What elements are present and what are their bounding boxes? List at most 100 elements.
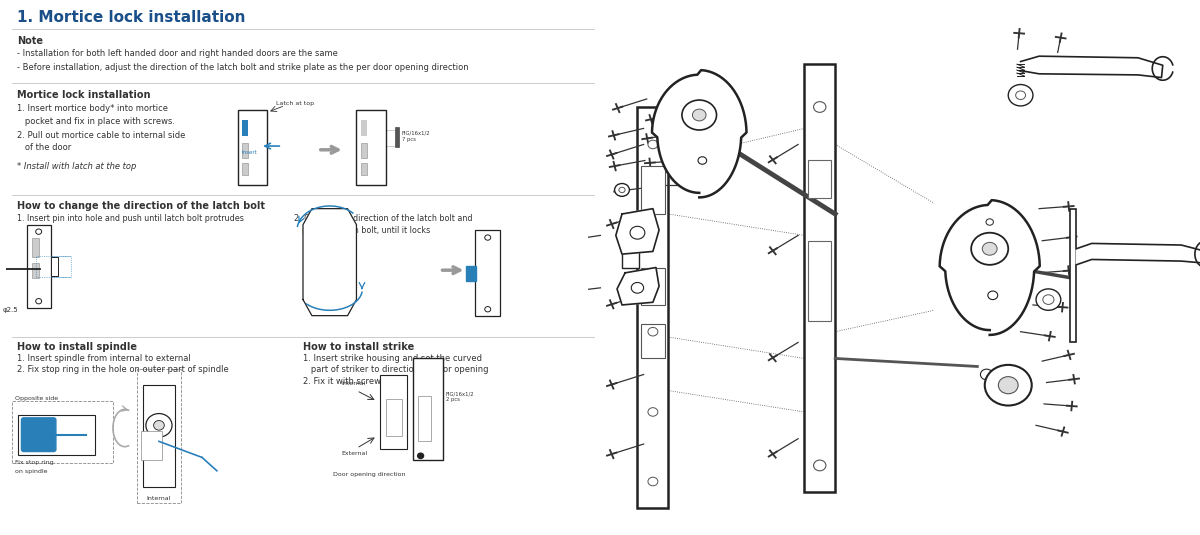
Circle shape [682,100,716,130]
Polygon shape [1020,56,1163,78]
Text: 1. Insert pin into hole and push until latch bolt protrudes: 1. Insert pin into hole and push until l… [17,214,244,223]
Bar [31,238,38,257]
Circle shape [154,421,164,430]
Bar [466,266,476,281]
Text: Internal: Internal [146,496,172,501]
Bar [12,401,113,463]
Circle shape [648,140,658,149]
Circle shape [814,102,826,112]
Text: 1. Insert spindle from internal to external: 1. Insert spindle from internal to exter… [17,354,191,363]
Bar [641,268,665,305]
Bar [31,263,38,278]
Circle shape [630,226,644,239]
Text: Latch at top: Latch at top [276,102,314,106]
Text: Insert: Insert [242,150,258,155]
Text: - Installation for both left handed door and right handed doors are the same: - Installation for both left handed door… [17,49,337,58]
Circle shape [986,219,994,225]
Circle shape [631,282,643,293]
Bar [637,107,668,508]
Circle shape [998,377,1018,394]
Circle shape [146,414,172,437]
Bar [385,399,402,436]
Polygon shape [940,200,1039,335]
Circle shape [36,299,42,304]
Circle shape [1036,289,1061,310]
Circle shape [814,460,826,471]
Circle shape [648,408,658,416]
Text: How to install spindle: How to install spindle [17,342,137,353]
Circle shape [648,477,658,486]
FancyBboxPatch shape [22,418,56,452]
Text: Door opening direction: Door opening direction [332,472,406,477]
Bar [808,160,832,198]
Polygon shape [652,70,746,197]
Circle shape [36,229,42,234]
Bar [242,120,248,136]
Text: 2. Fix stop ring in the hole on outer part of spindle: 2. Fix stop ring in the hole on outer pa… [17,365,228,374]
Text: Fix stop ring: Fix stop ring [14,461,54,465]
Bar [238,110,268,185]
Text: - Before installation, adjust the direction of the latch bolt and strike plate a: - Before installation, adjust the direct… [17,63,468,72]
Circle shape [698,157,707,164]
Bar [641,166,665,214]
Bar [641,324,665,358]
Circle shape [648,327,658,336]
Bar [142,431,162,460]
Text: 2. Fix it with screws: 2. Fix it with screws [302,377,385,386]
Bar [395,127,398,147]
Bar [242,143,248,158]
Bar [26,225,50,308]
Bar [361,143,367,158]
Text: of the door: of the door [17,143,71,152]
Circle shape [985,365,1032,406]
Bar [361,163,367,175]
Text: 2. Change the direction of the latch bolt and: 2. Change the direction of the latch bol… [294,214,473,223]
Bar [1070,209,1076,342]
Bar [50,257,58,276]
Polygon shape [1076,243,1200,265]
Bar [380,374,407,449]
Bar [418,396,431,441]
Text: Note: Note [17,36,43,47]
Text: How to install strike: How to install strike [302,342,414,353]
Text: FIG/16x1/2
7 pcs: FIG/16x1/2 7 pcs [402,131,431,142]
Circle shape [1043,295,1054,304]
Circle shape [971,233,1008,265]
Text: Internal: Internal [342,381,366,386]
Circle shape [485,235,491,240]
Text: pocket and fix in place with screws.: pocket and fix in place with screws. [17,117,175,126]
Text: 1. Mortice lock installation: 1. Mortice lock installation [17,10,245,25]
Circle shape [1015,91,1026,100]
Text: * Install with latch at the top: * Install with latch at the top [17,162,136,171]
Bar [804,64,835,492]
Circle shape [485,307,491,312]
Bar [36,256,71,277]
Text: 1. Insert strike housing and set the curved: 1. Insert strike housing and set the cur… [302,354,482,363]
Bar [137,369,181,503]
Text: part of striker to direction of door opening: part of striker to direction of door ope… [302,365,488,374]
Circle shape [619,187,625,193]
Text: push the latch bolt, until it locks: push the latch bolt, until it locks [294,226,431,235]
Text: on spindle: on spindle [14,470,48,475]
Text: 1. Insert mortice body* into mortice: 1. Insert mortice body* into mortice [17,104,168,113]
Circle shape [418,453,424,458]
Circle shape [692,109,706,121]
Text: φ2.5: φ2.5 [4,307,19,313]
Bar [413,358,443,460]
Circle shape [1008,85,1033,106]
Circle shape [983,242,997,255]
Bar [18,415,95,455]
Text: FIG/16x1/2
2 pcs: FIG/16x1/2 2 pcs [445,392,474,402]
Bar [143,385,175,487]
Circle shape [614,184,630,196]
Circle shape [988,291,997,300]
Circle shape [980,369,992,380]
Bar [361,120,367,136]
Text: Mortice lock installation: Mortice lock installation [17,90,150,100]
Polygon shape [617,268,659,305]
Bar [242,163,248,175]
Text: 2. Pull out mortice cable to internal side: 2. Pull out mortice cable to internal si… [17,131,185,140]
Text: External: External [342,451,367,456]
Bar [475,230,500,316]
Bar [622,238,640,268]
